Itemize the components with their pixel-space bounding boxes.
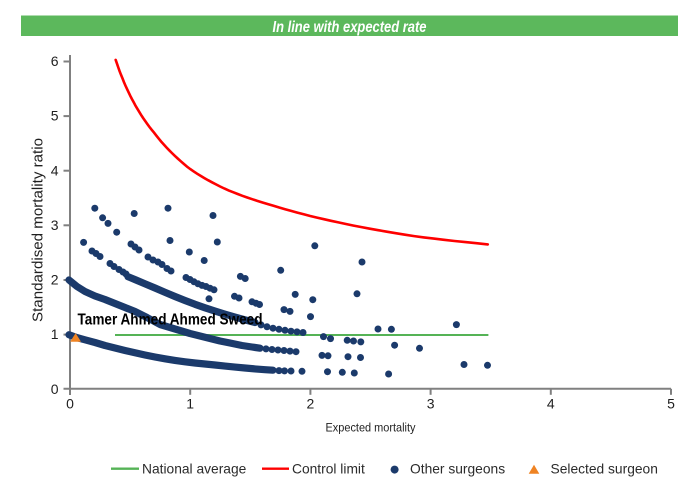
- svg-text:National average: National average: [142, 462, 247, 477]
- svg-text:0: 0: [66, 395, 74, 411]
- svg-text:4: 4: [547, 395, 555, 411]
- svg-text:Expected mortality: Expected mortality: [326, 421, 417, 435]
- svg-text:In line with expected rate: In line with expected rate: [273, 19, 427, 36]
- svg-text:0: 0: [51, 381, 59, 397]
- svg-text:4: 4: [51, 162, 59, 178]
- svg-text:2: 2: [307, 395, 315, 411]
- svg-text:1: 1: [51, 326, 59, 342]
- svg-text:Selected surgeon: Selected surgeon: [551, 462, 658, 477]
- svg-text:1: 1: [186, 395, 194, 411]
- svg-text:Control limit: Control limit: [292, 462, 365, 477]
- svg-text:3: 3: [427, 395, 435, 411]
- svg-text:Tamer Ahmed Ahmed Sweed: Tamer Ahmed Ahmed Sweed: [78, 312, 263, 329]
- svg-text:5: 5: [667, 395, 675, 411]
- svg-text:Standardised mortality ratio: Standardised mortality ratio: [30, 138, 47, 322]
- svg-text:5: 5: [51, 108, 59, 124]
- svg-text:Other surgeons: Other surgeons: [410, 462, 505, 477]
- svg-text:3: 3: [51, 217, 59, 233]
- svg-text:6: 6: [51, 53, 59, 69]
- svg-text:2: 2: [51, 272, 59, 288]
